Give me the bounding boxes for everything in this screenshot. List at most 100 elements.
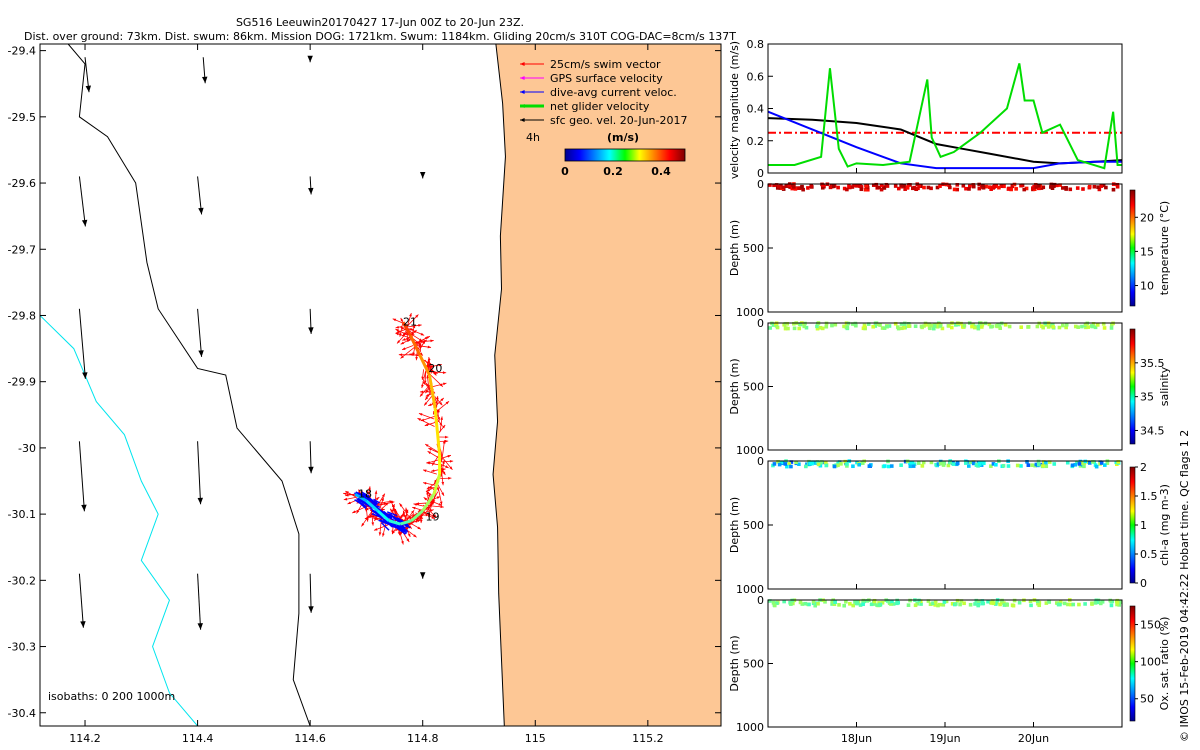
date-xtick-label: 18Jun [841,732,872,745]
salinity-sample [893,321,898,326]
chla-sample [824,461,828,465]
dac-vector [371,510,383,519]
temperature-sample [882,186,887,190]
temperature-sample [968,184,972,189]
isobath-200m [67,44,311,726]
chla-sample [942,461,946,465]
temperature-sample [1031,186,1035,190]
swim-vector-head [412,352,416,356]
oxygen-sample [775,601,779,606]
oxygen-sample [1044,601,1049,605]
oxygen-sample [931,601,935,605]
chla-sample [1114,460,1119,465]
map-frame [39,43,722,727]
temperature-ytick-label: 0 [757,178,764,191]
map-ytick-label: -30.3 [8,641,36,654]
swim-vector-head [442,460,445,464]
net-velocity-segment [376,509,390,522]
chla-sample [908,461,912,466]
track-day-label: 20 [428,362,442,375]
net-velocity-segment [365,499,379,512]
chla-sample [1082,464,1086,469]
velocity-ytick-label: 0 [757,167,764,180]
oxygen-ytick-label: 500 [743,658,764,671]
salinity-sample [913,324,918,329]
legend-swatch-head [520,118,525,122]
salinity-sample [1026,325,1030,329]
temperature-sample [981,183,985,188]
geo-vector-head [197,623,203,630]
swim-vector-head [422,340,426,344]
temperature-sample [855,184,859,188]
isobath-0m [492,44,506,726]
swim-vector-head [398,353,403,357]
salinity-colorbar-label: salinity [1158,366,1171,406]
chla-sample [785,464,789,469]
temperature-sample [955,187,960,192]
temperature-sample [1041,185,1046,190]
velocity-ytick-label: 0.8 [747,38,765,51]
oxygen-sample [976,603,980,608]
oxygen-sample [906,603,911,607]
salinity-sample [899,322,904,326]
salinity-sample [866,322,871,326]
swim-vector-head [392,503,395,508]
swim-vector-head [433,514,437,518]
geo-vector-head [85,85,92,93]
temperature-sample [903,187,907,191]
track-day-label: 18 [358,488,372,501]
salinity-sample [804,325,809,330]
oxygen-colorbar-tick-label: 150 [1140,619,1161,632]
geo-velocity-vector [78,176,88,227]
salinity-sample [792,321,796,326]
swim-vector-head [382,533,385,537]
oxygen-sample [973,602,977,606]
chla-sample [1078,464,1083,468]
chla-sample [836,463,840,468]
oxygen-sample [768,599,772,603]
oxygen-sample [837,603,841,607]
oxygen-sample [955,598,960,603]
temperature-sample [1009,187,1013,192]
geo-vector-head [419,572,426,579]
swim-vector-head [431,516,435,519]
chla-sample [1025,460,1029,464]
swim-vector-head [367,515,372,518]
oxygen-sample [1098,601,1103,606]
salinity-ylabel: Depth (m) [728,358,741,414]
chla-sample [843,459,848,464]
oxygen-sample [941,602,946,607]
geo-vector-shaft [78,308,86,379]
temperature-sample [905,186,910,190]
swim-vector-head [343,492,347,496]
swim-vector-head [399,503,403,507]
temperature-sample [793,187,798,191]
oxygen-sample [980,601,985,606]
temperature-sample [1115,182,1120,187]
swim-vector-head [430,339,434,343]
oxygen-sample [872,599,877,604]
chla-sample [1116,460,1121,464]
dac-vector [361,491,370,497]
chla-sample [910,460,915,465]
oxygen-sample [858,603,863,607]
dac-vector [366,496,379,505]
swim-vector-head [347,501,351,504]
oxygen-sample [1071,602,1076,607]
swim-vector-head [439,383,443,387]
imos-credit: © IMOS 15-Feb-2019 04:42:22 Hobart time.… [1178,429,1191,742]
temperature-sample [797,186,802,190]
salinity-sample [1080,324,1084,329]
temperature-sample [779,183,783,188]
swim-vector-head [418,324,422,327]
swim-vector-head [445,401,450,405]
oxygen-sample [958,602,962,607]
map-xtick-label: 115 [525,732,546,745]
temperature-sample [1099,184,1104,188]
salinity-ytick-label: 1000 [736,444,764,457]
swim-vector-head [427,451,432,455]
date-xtick-label: 20Jun [1018,732,1049,745]
oxygen-sample [1118,600,1123,605]
